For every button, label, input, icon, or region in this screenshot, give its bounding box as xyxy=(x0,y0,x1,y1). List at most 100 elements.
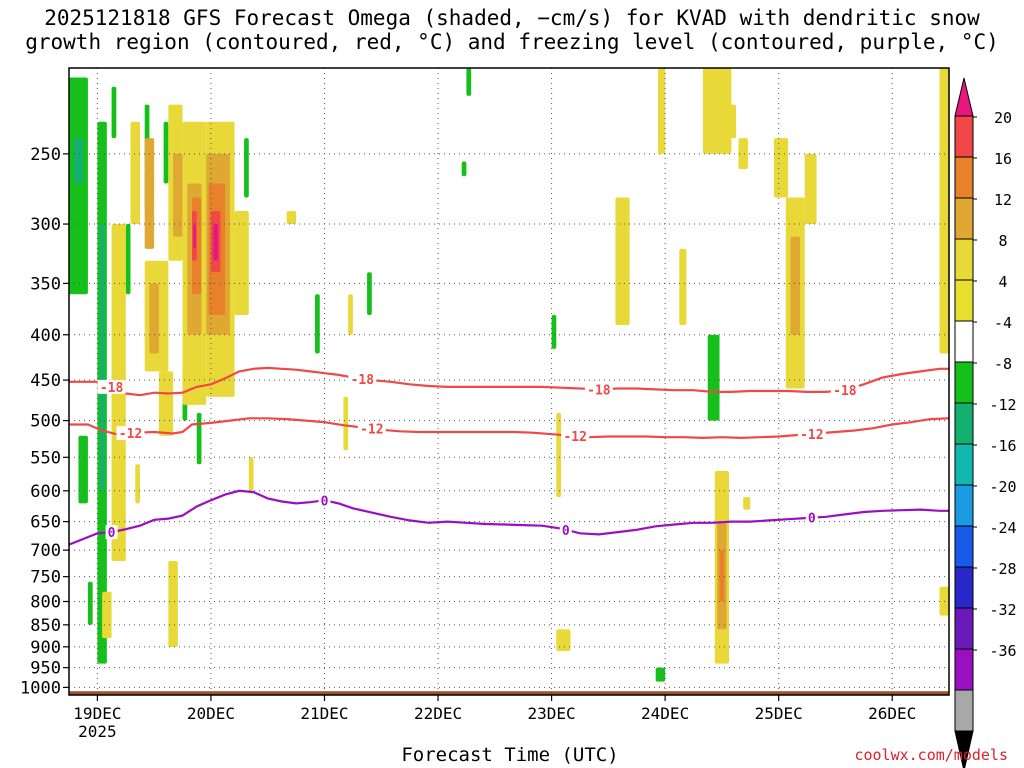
omega-cell xyxy=(193,224,196,249)
omega-cell xyxy=(168,560,178,647)
contour-label: -12 xyxy=(119,427,142,442)
contour-label-bg xyxy=(805,510,818,525)
colorbar-swatch xyxy=(954,402,974,445)
colorbar-label: 12 xyxy=(994,191,1012,209)
contour-label-bg xyxy=(116,426,145,441)
y-tick-label: 400 xyxy=(30,326,61,346)
x-year-label: 2025 xyxy=(78,722,117,741)
x-tick-label: 23DEC xyxy=(527,704,575,723)
y-tick-label: 600 xyxy=(30,482,61,502)
contour-line-0 xyxy=(69,489,949,546)
omega-cell xyxy=(248,457,254,491)
contour-label-bg xyxy=(830,383,859,398)
colorbar-swatch xyxy=(954,648,974,691)
y-tick-label: 1000 xyxy=(20,678,61,698)
x-tick-label: 22DEC xyxy=(414,704,462,723)
contour-label: 0 xyxy=(321,494,329,509)
y-tick-label: 550 xyxy=(30,448,61,468)
contour-label: 0 xyxy=(108,526,116,541)
colorbar: 20 16 12 8 4 -4 -8 -12 -16 -20 -24 -28 -32 -36 xyxy=(954,77,1017,768)
omega-shading-layer xyxy=(69,68,949,682)
colorbar-swatch xyxy=(954,238,974,281)
contour-label-bg xyxy=(105,525,118,540)
colorbar-label: -8 xyxy=(994,355,1012,373)
contour-label-bg xyxy=(318,493,331,508)
omega-cell xyxy=(466,68,472,96)
colorbar-top-arrow xyxy=(954,77,974,117)
omega-cell xyxy=(679,248,687,326)
omega-cell xyxy=(213,224,219,261)
colorbar-label: 4 xyxy=(998,273,1007,291)
omega-cell xyxy=(790,236,800,335)
omega-cell xyxy=(348,294,353,335)
x-tick-label: 20DEC xyxy=(187,704,235,723)
omega-cell xyxy=(125,224,131,295)
colorbar-bottom-arrow xyxy=(954,730,974,768)
omega-cell xyxy=(658,68,666,154)
colorbar-swatch xyxy=(954,484,974,527)
y-tick-label: 700 xyxy=(30,541,61,561)
colorbar-swatch xyxy=(954,197,974,240)
site-credit: coolwx.com/models xyxy=(854,746,1008,764)
colorbar-swatch xyxy=(954,320,974,363)
omega-cell xyxy=(163,121,169,184)
x-tick-label: 19DEC xyxy=(73,704,121,723)
omega-cell xyxy=(655,667,666,682)
omega-cell xyxy=(707,334,720,421)
omega-cell xyxy=(69,77,88,295)
x-tick-label: 24DEC xyxy=(641,704,689,723)
omega-cell xyxy=(315,294,320,354)
omega-cell xyxy=(719,550,725,602)
colorbar-label: -28 xyxy=(989,560,1016,578)
omega-cell xyxy=(87,581,93,625)
omega-cell xyxy=(738,138,748,169)
colorbar-label: -12 xyxy=(989,396,1016,414)
y-tick-label: 300 xyxy=(30,215,61,235)
omega-cell xyxy=(234,210,249,316)
colorbar-label: -20 xyxy=(989,478,1016,496)
omega-cell xyxy=(78,435,88,504)
omega-cell xyxy=(173,153,183,237)
omega-cell xyxy=(158,371,174,436)
omega-cell xyxy=(135,464,140,504)
contour-label-bg xyxy=(584,382,613,397)
contour-label: 0 xyxy=(808,512,816,527)
y-tick-label: 750 xyxy=(30,568,61,588)
contour-label-bg xyxy=(357,421,386,436)
omega-cell xyxy=(130,121,140,225)
colorbar-label: -16 xyxy=(989,437,1016,455)
colorbar-swatch xyxy=(954,607,974,650)
y-tick-label: 650 xyxy=(30,513,61,533)
omega-cell xyxy=(99,224,105,491)
omega-cell xyxy=(367,272,372,316)
plot-frame xyxy=(68,67,950,696)
omega-cell xyxy=(939,68,949,354)
x-axis: 19DEC 20DEC 21DEC 22DEC 23DEC 24DEC 25DEC 26DEC… xyxy=(73,695,916,741)
grid-layer xyxy=(69,68,949,695)
contour-label: -18 xyxy=(833,384,857,399)
colorbar-swatch xyxy=(954,443,974,486)
omega-cell xyxy=(102,591,112,639)
contour-label: -18 xyxy=(587,383,611,398)
colorbar-swatch xyxy=(954,566,974,609)
omega-cell xyxy=(144,138,155,249)
x-tick-label: 26DEC xyxy=(868,704,916,723)
y-tick-label: 350 xyxy=(30,274,61,294)
contour-label: -18 xyxy=(100,381,124,396)
contour-label: -12 xyxy=(800,428,823,443)
y-tick-label: 250 xyxy=(30,145,61,165)
contour-label-bg xyxy=(561,429,590,444)
contour-label: 0 xyxy=(562,524,570,539)
contour-label-bg xyxy=(348,371,377,386)
y-tick-label: 900 xyxy=(30,638,61,658)
colorbar-label: -4 xyxy=(994,314,1012,332)
contour-line--12 xyxy=(69,417,949,440)
colorbar-label: 20 xyxy=(994,109,1012,127)
x-axis-title: Forecast Time (UTC) xyxy=(401,744,619,766)
y-tick-label: 500 xyxy=(30,412,61,432)
colorbar-label: 16 xyxy=(994,150,1012,168)
omega-cell xyxy=(149,283,159,354)
y-tick-label: 450 xyxy=(30,371,61,391)
contour-label: -18 xyxy=(351,373,375,388)
